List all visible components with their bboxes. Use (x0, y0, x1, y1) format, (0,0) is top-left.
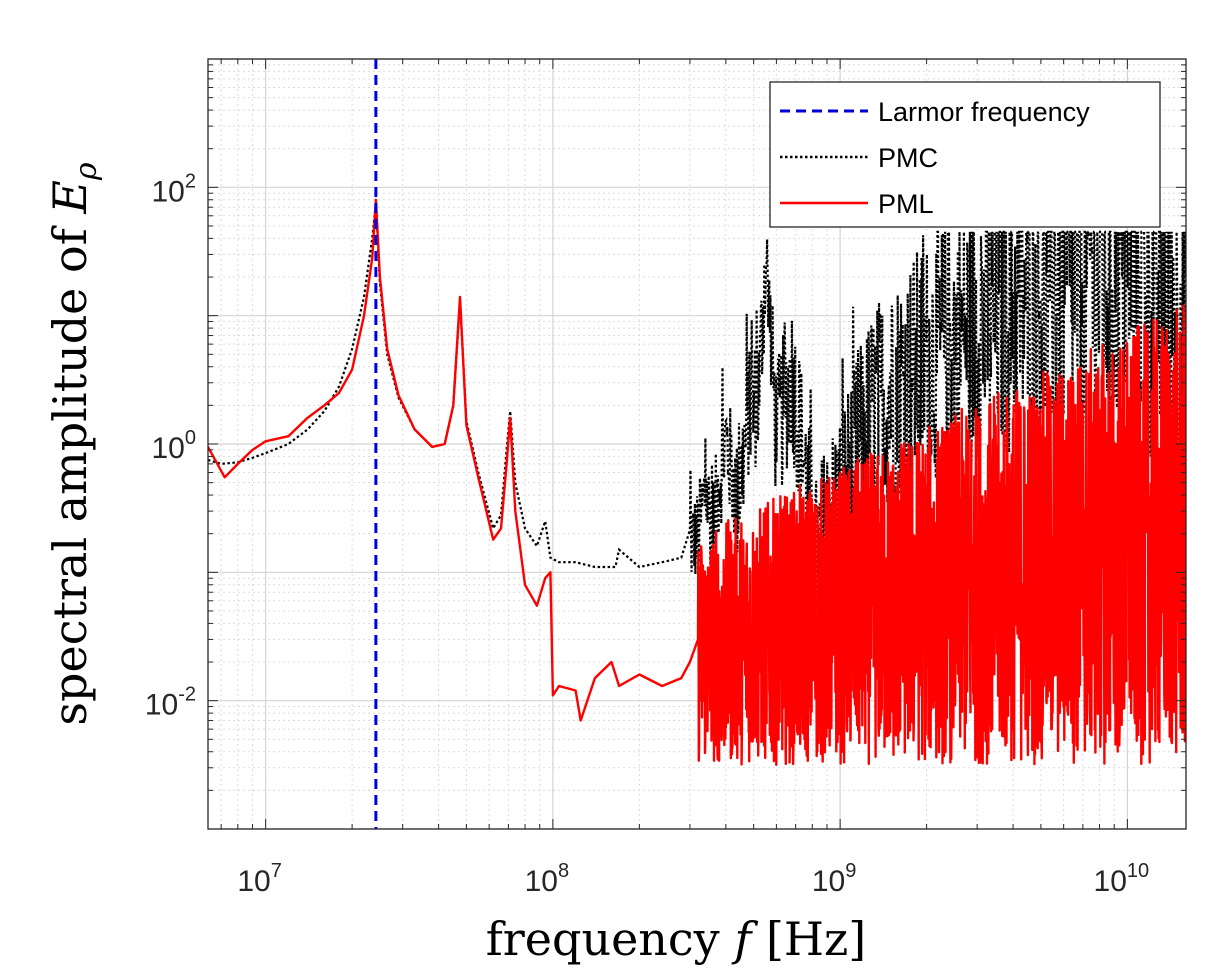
y-tick-label: 102 (152, 170, 197, 208)
x-tick-label: 109 (812, 860, 857, 898)
legend: Larmor frequency PMC PML (769, 81, 1161, 228)
x-tick-label-base: 10 (812, 865, 845, 898)
y-tick-label-base: 10 (152, 175, 185, 208)
x-tick-label-exponent: 10 (1127, 860, 1149, 882)
y-tick-label-exponent: -2 (178, 684, 196, 706)
x-axis-title-text: frequency (486, 912, 720, 966)
legend-label-pmc: PMC (878, 143, 938, 173)
x-tick-label-base: 10 (525, 865, 558, 898)
y-tick-label-base: 10 (145, 689, 178, 722)
x-tick-label-exponent: 7 (271, 860, 282, 882)
y-tick-label-base: 10 (152, 432, 185, 465)
y-tick-label: 10-2 (145, 684, 196, 722)
y-tick-label-exponent: 0 (185, 427, 196, 449)
x-tick-label-exponent: 9 (845, 860, 856, 882)
x-tick-label-base: 10 (1094, 865, 1127, 898)
legend-label-pml: PML (878, 189, 934, 219)
y-axis-title-subscript: ρ (69, 162, 104, 181)
axes-box (207, 58, 1187, 830)
series-line-pml (208, 198, 1186, 766)
y-axis-title-text: spectral amplitude of (43, 225, 97, 725)
y-tick-label-exponent: 2 (185, 170, 196, 192)
x-tick-label: 1010 (1094, 860, 1150, 898)
series-layer (208, 59, 1186, 829)
axes (207, 58, 1187, 830)
x-tick-label: 107 (237, 860, 282, 898)
x-tick-label-exponent: 8 (558, 860, 569, 882)
y-axis-title: spectral amplitude of Eρ (43, 162, 104, 726)
y-axis-title-variable: E (43, 180, 97, 215)
legend-label-larmor: Larmor frequency (878, 97, 1090, 127)
series-line-pmc (208, 203, 1186, 623)
x-tick-label: 108 (525, 860, 570, 898)
x-axis-title-unit: [Hz] (766, 912, 866, 966)
x-tick-label-base: 10 (237, 865, 270, 898)
x-axis-title: frequency f [Hz] (486, 912, 866, 966)
y-tick-label: 100 (152, 427, 197, 465)
